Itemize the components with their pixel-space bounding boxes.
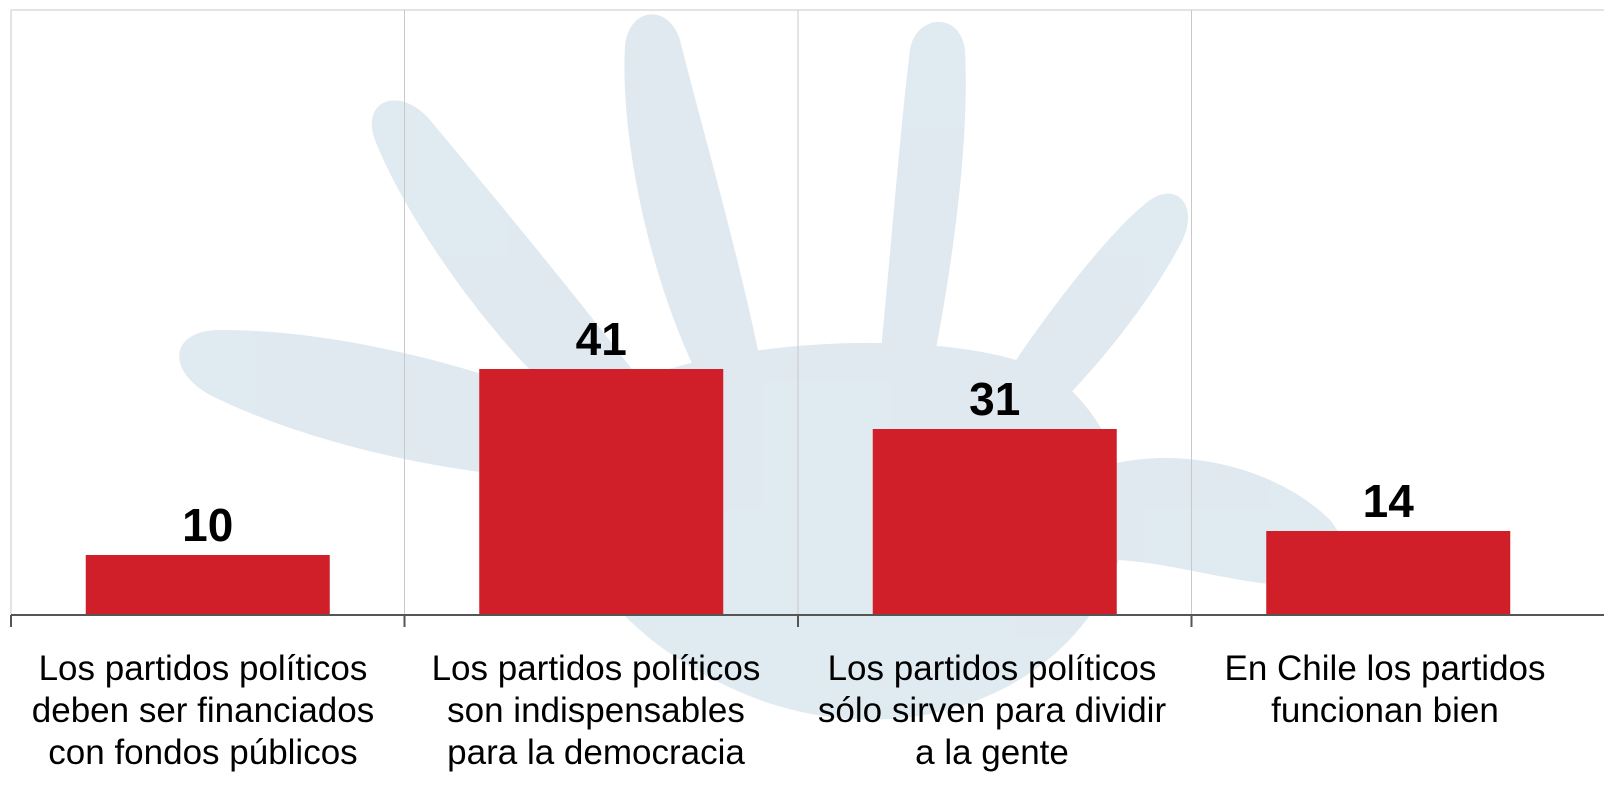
category-label-2: Los partidos políticos sólo sirven para … [817, 649, 1167, 772]
bar-series [85, 369, 1511, 615]
x-axis [10, 614, 1604, 627]
bar-1 [479, 369, 724, 615]
data-label-0: 10 [182, 499, 233, 551]
handprint-icon [179, 14, 1342, 720]
bar-3 [1266, 531, 1511, 615]
category-label-0: Los partidos políticos deben ser financi… [31, 649, 375, 772]
category-label-3: En Chile los partidos funcionan bien [1224, 649, 1546, 730]
data-labels: 10 41 31 14 [182, 313, 1414, 551]
bar-2 [872, 429, 1117, 615]
data-label-1: 41 [576, 313, 627, 365]
bar-0 [85, 555, 330, 615]
category-separators [10, 9, 1604, 615]
data-label-2: 31 [969, 373, 1020, 425]
category-label-1: Los partidos políticos son indispensable… [431, 649, 761, 772]
data-label-3: 14 [1363, 475, 1415, 527]
